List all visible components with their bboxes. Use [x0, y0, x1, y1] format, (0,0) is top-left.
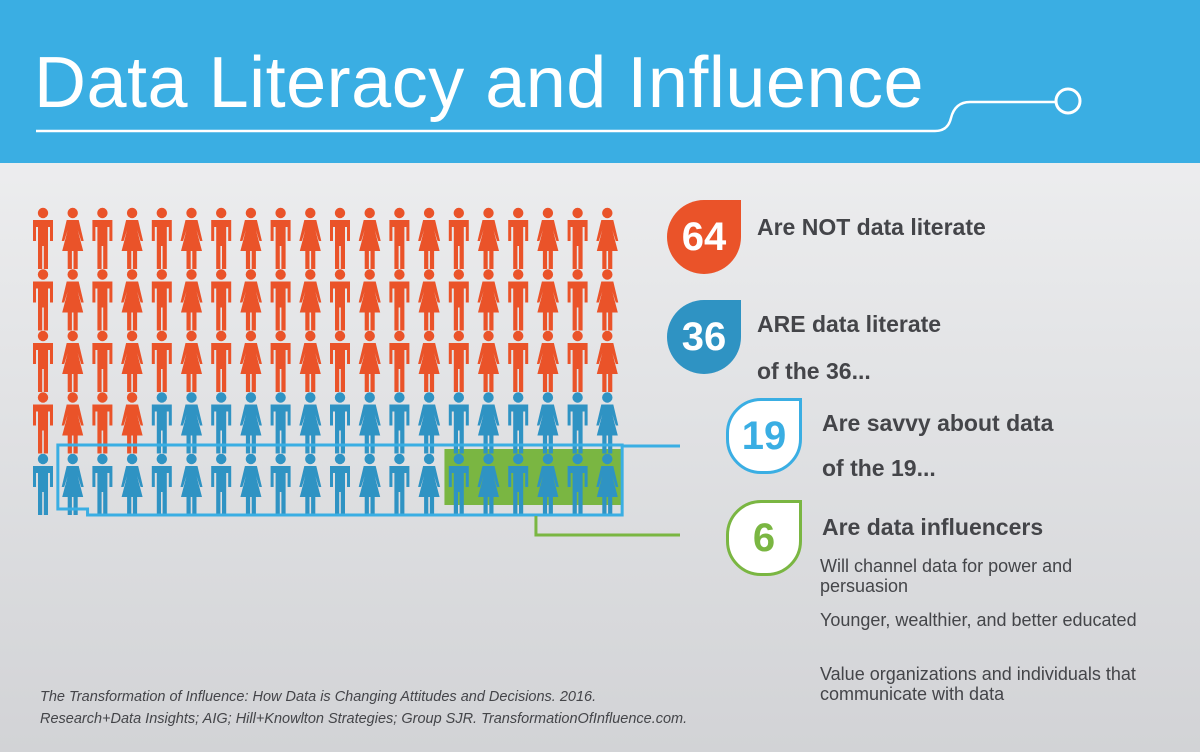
- person-woman-icon: [477, 330, 500, 392]
- person-man-icon: [211, 207, 232, 269]
- person-woman-icon: [239, 453, 262, 515]
- person-man-icon: [211, 330, 232, 392]
- badge-influencers: 6: [726, 500, 802, 576]
- person-man-icon: [448, 269, 469, 331]
- person-woman-icon: [61, 330, 84, 392]
- person-man-icon: [92, 453, 113, 515]
- source-line: Research+Data Insights; AIG; Hill+Knowlt…: [40, 711, 688, 727]
- person-woman-icon: [299, 453, 322, 515]
- connector-influencer-line: [534, 516, 680, 537]
- person-woman-icon: [61, 269, 84, 331]
- person-man-icon: [448, 207, 469, 269]
- person-woman-icon: [121, 453, 144, 515]
- person-man-icon: [567, 330, 588, 392]
- person-woman-icon: [418, 207, 441, 269]
- person-man-icon: [508, 207, 529, 269]
- source-citation: The Transformation of Influence: How Dat…: [40, 686, 687, 730]
- person-man-icon: [270, 207, 291, 269]
- person-woman-icon: [61, 453, 84, 515]
- person-woman-icon: [358, 453, 381, 515]
- person-man-icon: [448, 330, 469, 392]
- person-man-icon: [151, 207, 172, 269]
- person-woman-icon: [358, 207, 381, 269]
- person-woman-icon: [596, 269, 619, 331]
- person-woman-icon: [536, 330, 559, 392]
- label-influencers: Are data influencers: [822, 514, 1044, 540]
- person-man-icon: [389, 269, 410, 331]
- person-man-icon: [508, 269, 529, 331]
- source-line: The Transformation of Influence: How Dat…: [40, 689, 597, 705]
- person-woman-icon: [121, 207, 144, 269]
- person-man-icon: [567, 207, 588, 269]
- person-woman-icon: [418, 453, 441, 515]
- person-woman-icon: [61, 207, 84, 269]
- person-man-icon: [33, 330, 53, 392]
- person-man-icon: [92, 330, 113, 392]
- person-man-icon: [389, 207, 410, 269]
- person-man-icon: [211, 269, 232, 331]
- person-man-icon: [270, 330, 291, 392]
- person-woman-icon: [121, 330, 144, 392]
- person-woman-icon: [239, 330, 262, 392]
- person-man-icon: [270, 453, 291, 515]
- person-woman-icon: [358, 269, 381, 331]
- badge-literate: 36: [667, 300, 741, 374]
- person-woman-icon: [239, 207, 262, 269]
- person-man-icon: [330, 453, 350, 515]
- person-man-icon: [33, 453, 53, 515]
- person-woman-icon: [180, 207, 203, 269]
- person-woman-icon: [596, 330, 619, 392]
- person-woman-icon: [239, 269, 262, 331]
- person-woman-icon: [180, 269, 203, 331]
- circuit-line-icon: [36, 87, 1082, 133]
- influencer-highlight: [444, 449, 622, 505]
- person-woman-icon: [536, 207, 559, 269]
- page-title: Data Literacy and Influence: [34, 43, 925, 123]
- person-woman-icon: [418, 269, 441, 331]
- person-woman-icon: [299, 269, 322, 331]
- person-man-icon: [389, 453, 410, 515]
- person-woman-icon: [477, 269, 500, 331]
- label-savvy: Are savvy about data: [822, 410, 1054, 436]
- note-power: Will channel data for power and persuasi…: [820, 556, 1073, 596]
- badge-not-literate: 64: [667, 200, 741, 274]
- person-woman-icon: [536, 269, 559, 331]
- person-woman-icon: [299, 330, 322, 392]
- note-demographics: Younger, wealthier, and better educated: [820, 610, 1137, 630]
- person-woman-icon: [477, 207, 500, 269]
- person-man-icon: [211, 453, 232, 515]
- label-literate: ARE data literate: [757, 311, 942, 337]
- person-man-icon: [330, 207, 350, 269]
- badge-savvy: 19: [726, 398, 802, 474]
- person-woman-icon: [418, 330, 441, 392]
- person-woman-icon: [180, 453, 203, 515]
- person-man-icon: [389, 330, 410, 392]
- person-man-icon: [330, 330, 350, 392]
- person-man-icon: [92, 269, 113, 331]
- person-man-icon: [151, 453, 172, 515]
- person-woman-icon: [596, 207, 619, 269]
- person-man-icon: [567, 269, 588, 331]
- person-woman-icon: [180, 330, 203, 392]
- person-man-icon: [33, 207, 53, 269]
- person-man-icon: [330, 269, 350, 331]
- people-pictograph: [0, 0, 680, 560]
- note-communicate: Value organizations and individuals that…: [820, 664, 1136, 704]
- person-man-icon: [151, 330, 172, 392]
- person-woman-icon: [358, 330, 381, 392]
- person-woman-icon: [121, 269, 144, 331]
- label-literate-sub: of the 36...: [757, 358, 871, 384]
- person-man-icon: [33, 392, 53, 454]
- person-man-icon: [33, 269, 53, 331]
- person-man-icon: [92, 207, 113, 269]
- person-man-icon: [270, 269, 291, 331]
- person-woman-icon: [299, 207, 322, 269]
- header-banner: Data Literacy and Influence: [0, 0, 1200, 163]
- label-not-literate: Are NOT data literate: [757, 214, 986, 240]
- person-man-icon: [508, 330, 529, 392]
- label-savvy-sub: of the 19...: [822, 455, 936, 481]
- person-man-icon: [151, 269, 172, 331]
